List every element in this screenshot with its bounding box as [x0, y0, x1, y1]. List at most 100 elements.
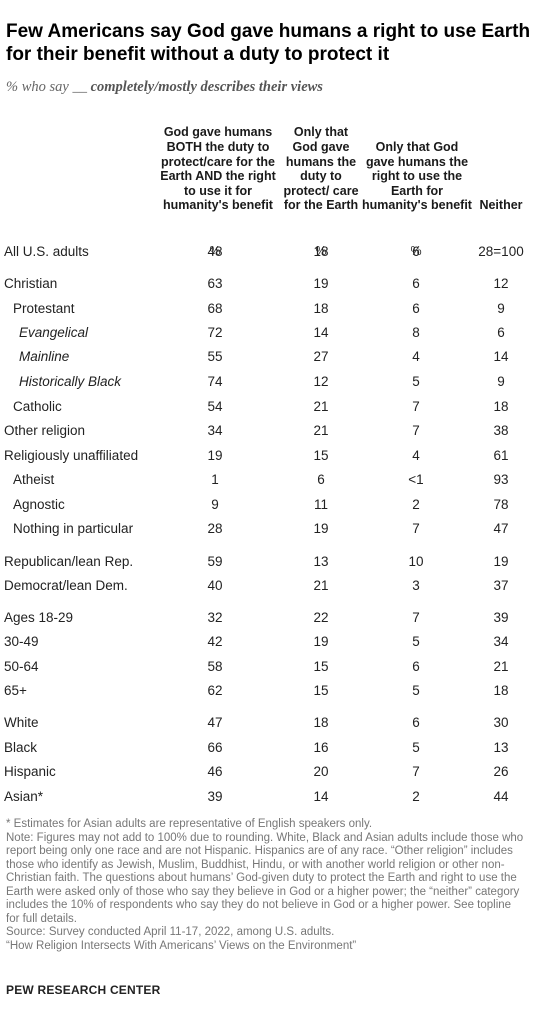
table-cell: 22 — [313, 610, 329, 625]
row-label: Asian* — [4, 789, 44, 804]
table-cell: 72 — [207, 325, 223, 340]
table-cell: 13 — [313, 554, 329, 569]
table-cell: 14 — [493, 349, 509, 364]
row-label: Catholic — [13, 399, 62, 414]
row-label: Religiously unaffiliated — [4, 448, 139, 463]
table-cell: 9 — [211, 497, 219, 512]
table-cell: <1 — [408, 472, 424, 487]
table-cell: 5 — [412, 374, 420, 389]
table-cell: 39 — [207, 789, 223, 804]
table-cell: 6 — [412, 276, 420, 291]
table-cell: 5 — [412, 740, 420, 755]
table-cell: 18 — [313, 715, 329, 730]
note-report-title: “How Religion Intersects With Americans’… — [6, 939, 357, 952]
table-cell: 62 — [207, 683, 223, 698]
chart-title: Few Americans say God gave humans a righ… — [6, 21, 531, 65]
note-main: Note: Figures may not add to 100% due to… — [6, 831, 524, 925]
row-label: Agnostic — [13, 497, 65, 512]
table-cell: 1 — [211, 472, 219, 487]
row-label: Evangelical — [19, 325, 89, 340]
table-cell: 44 — [493, 789, 509, 804]
table-cell: 3 — [412, 578, 420, 593]
table-cell: 2 — [412, 789, 420, 804]
table-cell: 34 — [207, 423, 223, 438]
table-cell: 12 — [313, 374, 329, 389]
table-cell: 34 — [493, 634, 509, 649]
column-header-right-only: Only that God gave humans the right to u… — [362, 140, 472, 213]
row-label: Hispanic — [4, 764, 56, 779]
table-cell: 6 — [412, 715, 420, 730]
table-cell: 19 — [493, 554, 509, 569]
table-cell: 6 — [412, 301, 420, 316]
table-cell: 21 — [313, 399, 329, 414]
table-cell: 7 — [412, 521, 420, 536]
table-cell: 37 — [493, 578, 509, 593]
row-label: 65+ — [4, 683, 27, 698]
table-cell: 16 — [313, 740, 329, 755]
table-cell: 74 — [207, 374, 223, 389]
table-cell: 55 — [207, 349, 223, 364]
row-label: Other religion — [4, 423, 86, 438]
table-cell: 14 — [313, 325, 329, 340]
table-cell: 6 — [412, 244, 420, 259]
row-label: 30-49 — [4, 634, 39, 649]
table-cell: 93 — [493, 472, 509, 487]
table-cell: 19 — [313, 276, 329, 291]
table-cell: 21 — [493, 659, 509, 674]
row-label: Historically Black — [19, 374, 122, 389]
unit-label-duty-only: % — [315, 244, 327, 258]
table-cell: 38 — [493, 423, 509, 438]
table-cell: 7 — [412, 610, 420, 625]
row-label: Christian — [4, 276, 58, 291]
source-logo-text: PEW RESEARCH CENTER — [6, 983, 161, 997]
subtitle-emphasis: completely/mostly describes their views — [90, 79, 323, 95]
note-asterisk: * Estimates for Asian adults are represe… — [6, 818, 373, 830]
table-cell: 12 — [493, 276, 509, 291]
table-cell: 7 — [412, 423, 420, 438]
table-cell: 66 — [207, 740, 223, 755]
row-label: Protestant — [13, 301, 75, 316]
row-label: Black — [4, 740, 38, 755]
row-label: Democrat/lean Dem. — [4, 578, 128, 593]
table-cell: 6 — [317, 472, 325, 487]
table-cell: 15 — [313, 683, 329, 698]
table-cell: 21 — [313, 423, 329, 438]
table-cell: 15 — [313, 659, 329, 674]
table-cell: 26 — [493, 764, 509, 779]
table-cell: 5 — [412, 634, 420, 649]
table-cell: 48 — [207, 244, 223, 259]
row-label: Nothing in particular — [13, 521, 134, 536]
row-label: White — [4, 715, 39, 730]
table-cell: 63 — [207, 276, 223, 291]
table-cell: 39 — [493, 610, 509, 625]
table-cell: 18 — [313, 301, 329, 316]
table-cell: 19 — [207, 448, 223, 463]
table-cell: 28=100 — [478, 244, 524, 259]
table-cell: 32 — [207, 610, 223, 625]
table-cell: 9 — [497, 301, 505, 316]
table-cell: 6 — [497, 325, 505, 340]
row-label: Ages 18-29 — [4, 610, 74, 625]
table-cell: 47 — [493, 521, 509, 536]
table-cell: 7 — [412, 764, 420, 779]
column-header-both: God gave humans BOTH the duty to protect… — [160, 125, 276, 213]
column-header-neither: Neither — [479, 198, 523, 213]
table-cell: 15 — [313, 448, 329, 463]
table-cell: 4 — [412, 349, 420, 364]
row-label: Atheist — [13, 472, 55, 487]
table-cell: 42 — [207, 634, 223, 649]
table-cell: 11 — [313, 497, 328, 512]
table-cell: 6 — [412, 659, 420, 674]
table-cell: 18 — [493, 399, 509, 414]
row-label: Mainline — [19, 349, 70, 364]
table-cell: 28 — [207, 521, 223, 536]
table-cell: 5 — [412, 683, 420, 698]
table-cell: 2 — [412, 497, 420, 512]
table-cell: 61 — [493, 448, 509, 463]
table-cell: 7 — [412, 399, 420, 414]
row-label: 50-64 — [4, 659, 39, 674]
table-cell: 19 — [313, 521, 329, 536]
table-cell: 46 — [207, 764, 223, 779]
column-header-duty-only: Only that God gave humans the duty to pr… — [283, 125, 359, 213]
subtitle-prefix: % who say __ — [6, 79, 91, 95]
